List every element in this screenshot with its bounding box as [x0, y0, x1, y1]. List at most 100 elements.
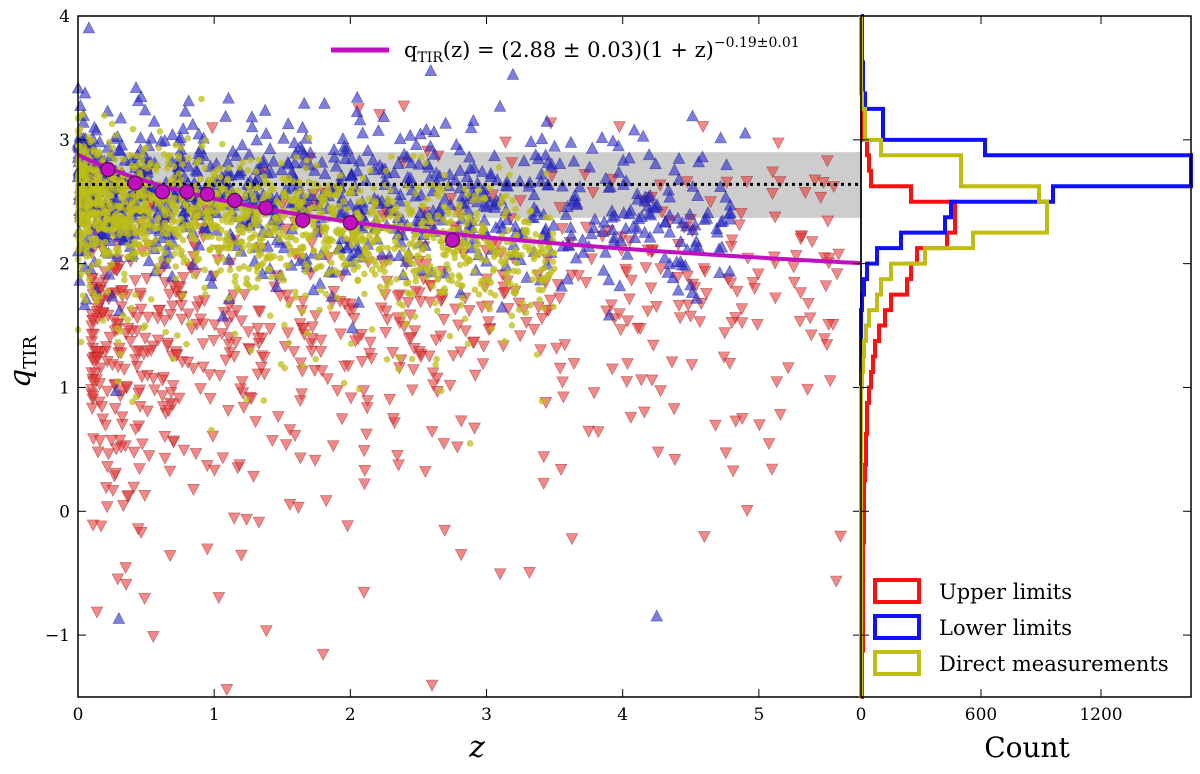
scatter-point-direct — [292, 293, 299, 301]
legend-label-direct: Direct measurements — [939, 652, 1169, 676]
binned-median-point — [444, 232, 461, 248]
scatter-point-direct — [228, 218, 235, 226]
scatter-point-direct — [267, 230, 274, 238]
scatter-point-direct — [310, 247, 318, 255]
scatter-point-direct — [348, 241, 356, 249]
scatter-point-direct — [201, 164, 208, 172]
scatter-point-upper-limit — [194, 383, 207, 396]
scatter-point-upper-limit — [315, 365, 329, 378]
scatter-point-direct — [236, 164, 243, 171]
scatter-point-lower-limit — [450, 137, 463, 150]
scatter-point-direct — [451, 254, 459, 262]
scatter-point-direct — [129, 125, 137, 133]
scatter-point-direct — [219, 140, 226, 148]
scatter-point-lower-limit — [275, 163, 288, 176]
scatter-point-direct — [538, 266, 545, 273]
scatter-point-upper-limit — [468, 422, 481, 435]
scatter-point-upper-limit — [334, 328, 348, 341]
scatter-point-direct — [505, 249, 512, 257]
scatter-point-lower-limit — [270, 279, 283, 292]
binned-medians — [100, 161, 461, 248]
scatter-point-direct — [549, 258, 557, 266]
scatter-point-upper-limit — [620, 376, 634, 389]
scatter-point-direct — [523, 226, 531, 234]
scatter-point-direct — [116, 350, 124, 358]
scatter-point-lower-limit — [109, 384, 123, 397]
scatter-point-upper-limit — [726, 465, 740, 478]
scatter-point-upper-limit — [177, 444, 191, 457]
scatter-point-direct — [488, 325, 495, 333]
scatter-point-direct — [325, 242, 332, 250]
scatter-point-direct — [458, 214, 465, 222]
scatter-point-direct — [222, 211, 230, 219]
scatter-point-upper-limit — [131, 312, 144, 325]
scatter-point-direct — [512, 205, 519, 213]
scatter-point-upper-limit — [620, 266, 633, 279]
scatter-point-direct — [473, 215, 481, 223]
scatter-point-upper-limit — [237, 401, 251, 414]
scatter-point-upper-limit — [341, 520, 354, 533]
scatter-point-direct — [433, 307, 441, 315]
scatter-point-direct — [348, 236, 355, 244]
scatter-point-upper-limit — [360, 428, 373, 441]
scatter-point-direct — [522, 309, 530, 316]
scatter-point-upper-limit — [158, 452, 172, 465]
scatter-point-lower-limit — [636, 129, 650, 142]
binned-median-point — [179, 184, 195, 200]
scatter-point-upper-limit — [379, 327, 393, 340]
scatter-point-upper-limit — [90, 606, 104, 619]
scatter-point-direct — [154, 262, 161, 270]
scatter-point-lower-limit — [336, 132, 350, 145]
scatter-point-upper-limit — [90, 346, 104, 359]
scatter-point-direct — [426, 262, 434, 270]
scatter-point-direct — [105, 139, 113, 146]
scatter-point-direct — [540, 274, 548, 282]
scatter-point-upper-limit — [425, 679, 439, 692]
scatter-point-direct — [293, 248, 300, 255]
scatter-point-direct — [334, 229, 341, 237]
scatter-point-upper-limit — [427, 379, 440, 392]
scatter-point-direct — [247, 347, 255, 354]
scatter-point-direct — [277, 254, 284, 262]
scatter-point-direct — [453, 247, 460, 255]
scatter-point-lower-limit — [527, 211, 540, 224]
scatter-point-direct — [172, 263, 179, 270]
scatter-point-upper-limit — [625, 274, 638, 287]
scatter-point-direct — [179, 292, 187, 299]
scatter-point-lower-limit — [714, 131, 728, 144]
scatter-point-upper-limit — [93, 435, 107, 448]
scatter-point-direct — [392, 204, 400, 211]
scatter-point-direct — [408, 209, 416, 216]
scatter-point-upper-limit — [773, 176, 787, 189]
scatter-point-direct — [540, 304, 547, 312]
scatter-point-upper-limit — [467, 336, 481, 349]
scatter-point-direct — [179, 226, 186, 234]
scatter-point-direct — [317, 252, 325, 259]
fit-legend-q: q — [404, 38, 417, 62]
scatter-point-direct — [549, 230, 557, 238]
scatter-point-lower-limit — [182, 159, 195, 172]
scatter-point-direct — [210, 169, 218, 177]
scatter-point-upper-limit — [821, 155, 834, 168]
scatter-point-lower-limit — [607, 230, 621, 243]
scatter-point-upper-limit — [717, 351, 731, 364]
scatter-point-upper-limit — [586, 187, 600, 200]
scatter-point-direct — [340, 379, 348, 387]
scatter-point-direct — [461, 185, 469, 193]
scatter-point-direct — [429, 282, 437, 290]
scatter-point-direct — [128, 162, 136, 170]
scatter-point-upper-limit — [799, 187, 812, 200]
scatter-point-direct — [141, 145, 148, 153]
scatter-point-direct — [513, 260, 521, 267]
scatter-point-upper-limit — [513, 330, 527, 343]
scatter-point-direct — [474, 248, 482, 255]
scatter-point-lower-limit — [720, 158, 733, 171]
scatter-frame — [77, 15, 862, 698]
scatter-point-upper-limit — [556, 376, 569, 389]
scatter-point-upper-limit — [623, 293, 636, 306]
scatter-point-lower-limit — [569, 251, 583, 264]
scatter-point-direct — [317, 287, 325, 294]
scatter-point-direct — [400, 271, 408, 278]
scatter-point-lower-limit — [683, 207, 697, 220]
scatter-point-lower-limit — [387, 166, 401, 179]
